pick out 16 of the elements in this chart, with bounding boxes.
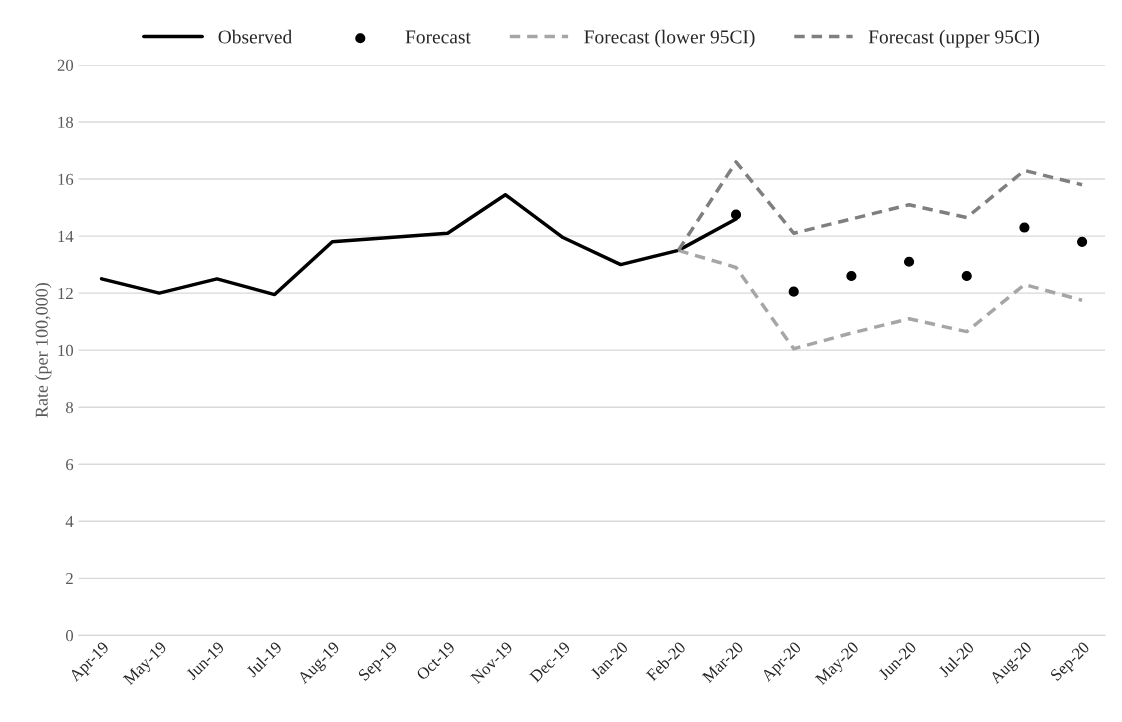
y-tick-label: 6 [66, 458, 74, 471]
y-tick-label: 14 [58, 230, 74, 242]
y-tick-label: 4 [65, 516, 74, 528]
legend-label: Observed [218, 29, 293, 44]
y-tick-label: 20 [57, 59, 74, 71]
y-tick-label: 0 [65, 630, 74, 642]
y-tick-label: 8 [65, 401, 74, 414]
y-tick-label: 12 [58, 287, 73, 299]
y-tick-label: 10 [58, 344, 74, 357]
y-axis-title: Rate (per 100,000) [35, 283, 52, 418]
y-tick-label: 16 [58, 173, 74, 185]
legend-label: Forecast [405, 30, 471, 44]
legend-label: Forecast (upper 95CI) [868, 29, 1040, 48]
y-tick-label: 18 [58, 116, 74, 128]
y-tick-label: 2 [66, 573, 73, 585]
legend-label: Forecast (lower 95CI) [584, 29, 755, 48]
